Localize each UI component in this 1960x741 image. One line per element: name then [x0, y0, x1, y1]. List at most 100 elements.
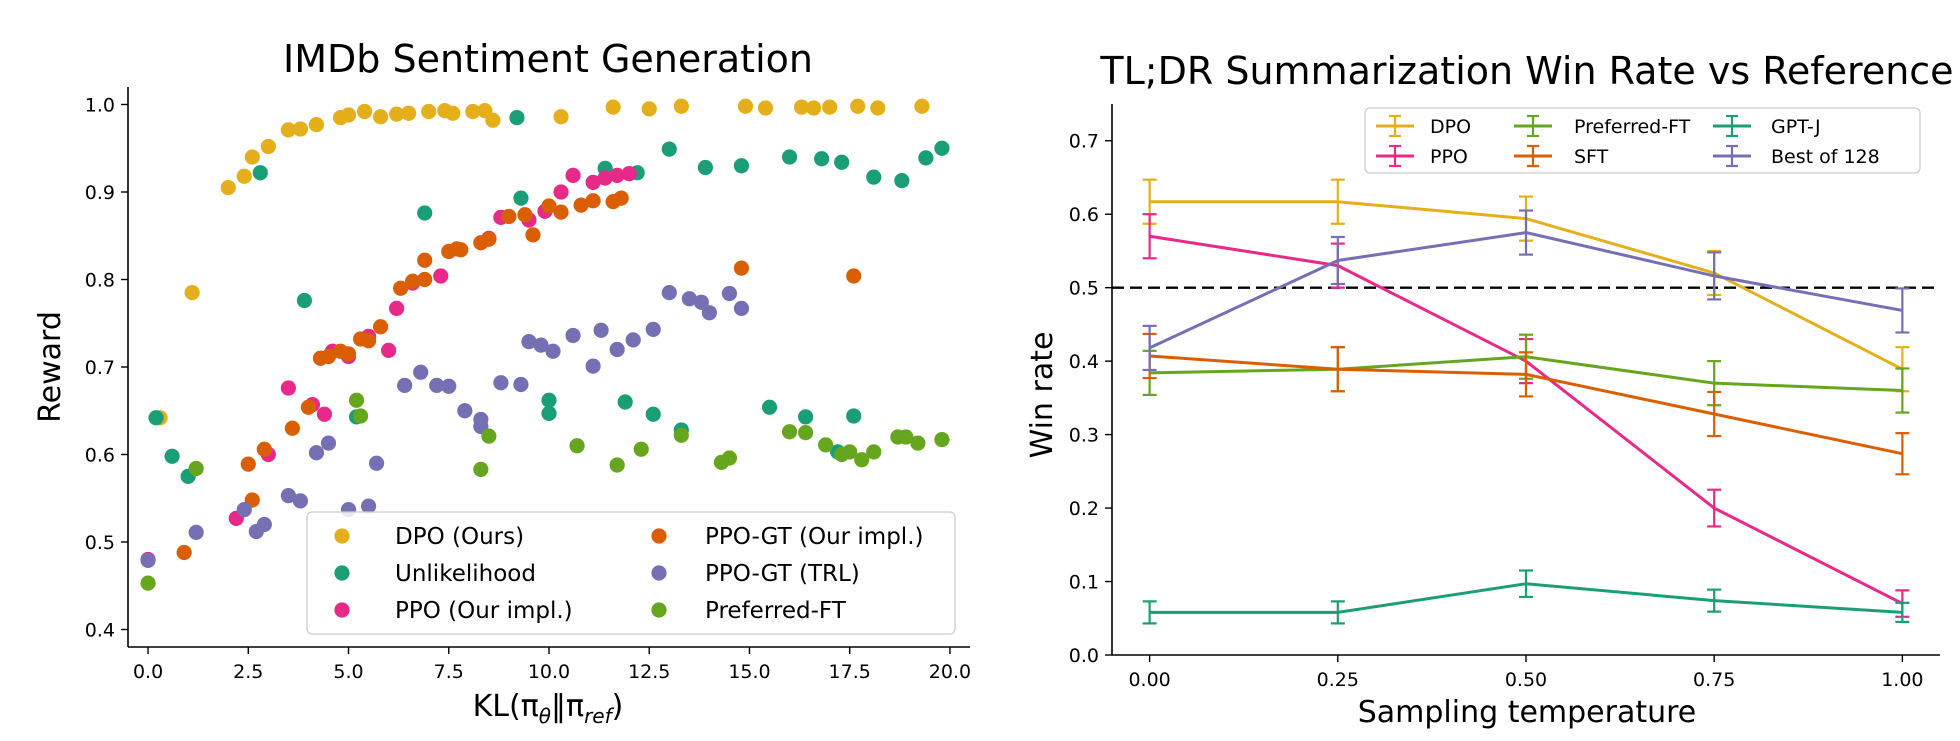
imdb-point [818, 437, 834, 453]
imdb-x-tick-label: 7.5 [434, 661, 464, 683]
tldr-y-tick-label: 0.1 [1069, 572, 1099, 594]
imdb-xlabel-part: ) [612, 689, 624, 724]
imdb-point [256, 516, 272, 533]
imdb-point [473, 411, 489, 428]
imdb-point [220, 180, 236, 196]
imdb-point [894, 173, 910, 189]
imdb-x-tick-label: 5.0 [333, 661, 363, 683]
imdb-point [360, 333, 377, 349]
imdb-xlabel-sub-ref: ref [584, 704, 615, 728]
imdb-point [405, 273, 421, 289]
imdb-point [569, 438, 585, 454]
tldr-ylabel: Win rate [1025, 332, 1060, 459]
imdb-legend-label: PPO (Our impl.) [395, 598, 573, 624]
imdb-point [348, 392, 365, 408]
imdb-point [934, 432, 950, 448]
tldr-y-tick-label: 0.7 [1069, 131, 1099, 153]
tldr-series-line [1149, 234, 1904, 605]
imdb-point [681, 291, 697, 307]
imdb-point [701, 305, 717, 321]
imdb-point [517, 207, 533, 223]
tldr-xlabel: Sampling temperature [1358, 695, 1697, 730]
tldr-title: TL;DR Summarization Win Rate vs Referenc… [1099, 49, 1953, 93]
imdb-point [721, 285, 738, 302]
imdb-point [513, 190, 529, 206]
imdb-point [673, 427, 689, 443]
imdb-y-tick-label: 1.0 [85, 95, 115, 117]
imdb-point [481, 428, 497, 444]
imdb-point [918, 150, 934, 166]
imdb-point [553, 204, 569, 220]
imdb-title: IMDb Sentiment Generation [283, 37, 813, 81]
imdb-point [184, 285, 200, 301]
imdb-point [733, 300, 750, 316]
imdb-point [421, 103, 437, 120]
imdb-legend: DPO (Ours) Unlikelihood PPO (Our impl.) PPO… [306, 511, 956, 635]
imdb-point [866, 444, 882, 460]
imdb-xlabel: KL(πθ‖πref) [473, 689, 624, 728]
imdb-point [585, 193, 601, 209]
imdb-x-tick-label: 15.0 [728, 661, 770, 683]
imdb-point [413, 364, 429, 380]
imdb-point [565, 327, 581, 344]
imdb-legend-label: PPO-GT (TRL) [705, 561, 860, 587]
imdb-point [316, 406, 333, 422]
imdb-point [240, 456, 256, 472]
imdb-point [565, 167, 581, 183]
imdb-point [910, 435, 926, 451]
imdb-chart: IMDb Sentiment Generation Reward KL(πθ‖π… [33, 37, 971, 728]
imdb-ylabel: Reward [33, 311, 68, 423]
imdb-point [846, 408, 862, 424]
imdb-point [381, 342, 397, 358]
imdb-point [814, 151, 830, 167]
imdb-point [553, 184, 569, 200]
imdb-point [256, 441, 272, 457]
imdb-point [870, 100, 886, 116]
imdb-point [781, 149, 798, 165]
imdb-point [661, 141, 677, 157]
imdb-point [585, 358, 601, 374]
imdb-y-tick-label: 0.9 [85, 182, 115, 204]
imdb-point [545, 343, 561, 359]
imdb-point [445, 105, 461, 121]
imdb-point [501, 208, 517, 225]
imdb-point [693, 294, 709, 310]
imdb-point [164, 448, 180, 464]
imdb-point [854, 452, 870, 468]
imdb-point [525, 227, 541, 243]
tldr-legend-label: Preferred-FT [1574, 116, 1691, 138]
imdb-point [541, 392, 557, 408]
imdb-point [573, 197, 589, 213]
imdb-point [757, 100, 774, 116]
imdb-point [798, 409, 814, 425]
imdb-point [721, 450, 738, 466]
imdb-point [280, 380, 296, 396]
imdb-y-tick-label: 0.5 [85, 532, 115, 554]
imdb-point [661, 285, 677, 301]
imdb-y-tick-label: 0.6 [85, 445, 115, 467]
imdb-point [609, 167, 625, 183]
imdb-point [613, 190, 629, 206]
tldr-x-tick-label: 0.75 [1693, 669, 1735, 691]
imdb-point [389, 300, 405, 316]
imdb-x-tick-label: 20.0 [929, 661, 971, 683]
imdb-legend-label: Preferred-FT [705, 598, 847, 624]
imdb-point [645, 406, 661, 422]
imdb-point [417, 205, 433, 221]
imdb-point [292, 493, 309, 509]
imdb-point [236, 168, 252, 184]
imdb-point [457, 403, 473, 419]
imdb-y-tick-label: 0.7 [85, 357, 115, 379]
imdb-point [585, 174, 601, 190]
tldr-legend-label: DPO [1430, 116, 1471, 138]
imdb-point [296, 292, 313, 309]
imdb-point [697, 159, 713, 176]
imdb-point [794, 99, 810, 115]
imdb-point [541, 405, 557, 421]
imdb-point [898, 429, 914, 445]
imdb-point [308, 445, 325, 461]
imdb-point [320, 348, 337, 365]
imdb-point [493, 375, 509, 391]
imdb-legend-label: PPO-GT (Our impl.) [705, 524, 923, 550]
